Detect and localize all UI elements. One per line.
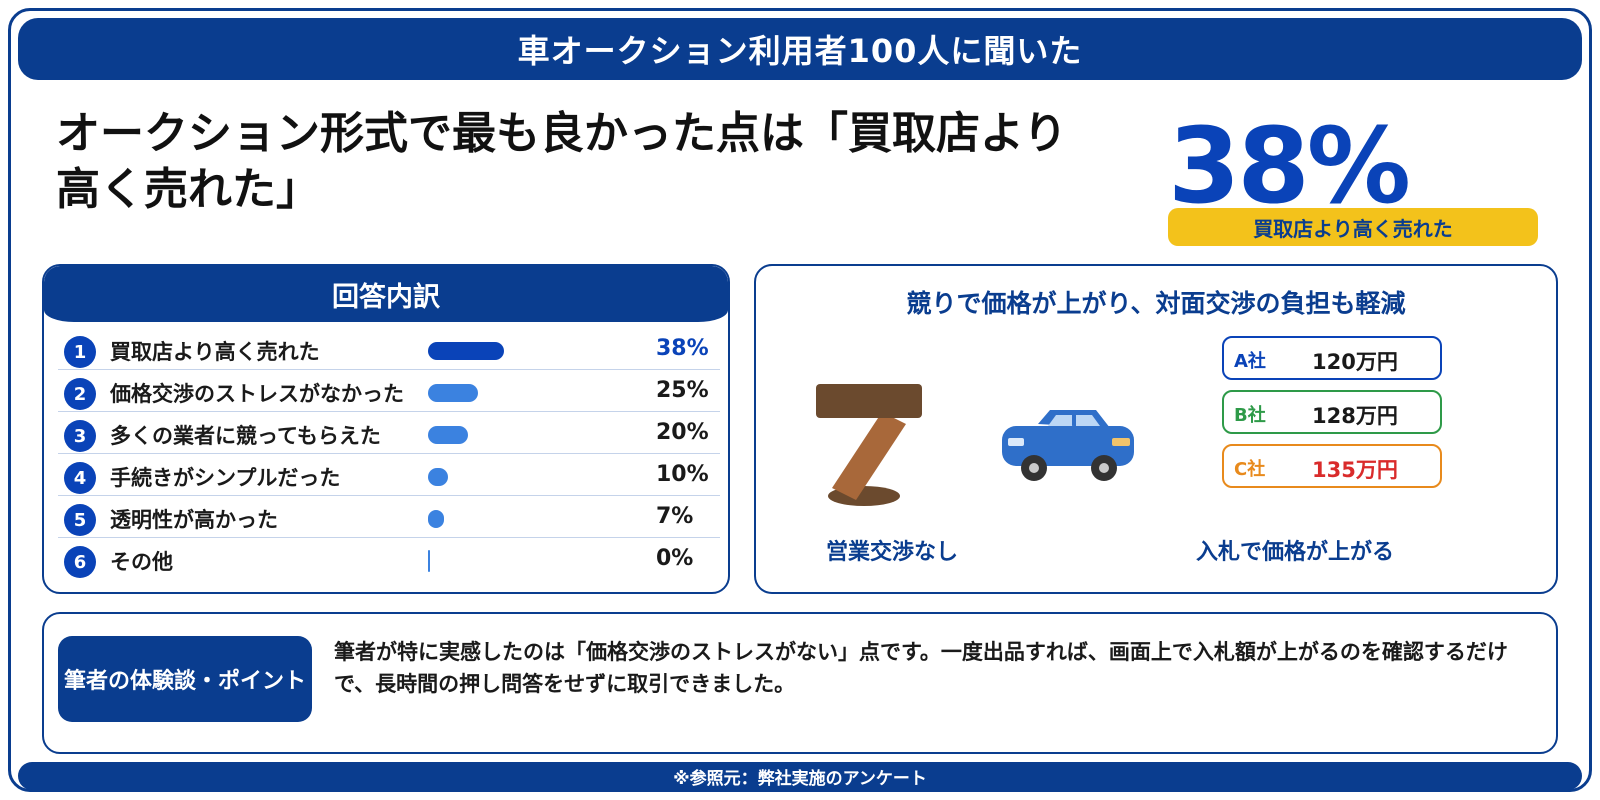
table-row: 5 透明性が高かった 7% — [58, 496, 720, 538]
bid-company: B社 — [1234, 405, 1266, 426]
experience-badge-label: 筆者の体験談・ポイント — [63, 669, 306, 694]
car-icon — [1002, 410, 1134, 481]
highlight-caption: 買取店より高く売れた — [1253, 216, 1453, 241]
highlight-caption-pill: 買取店より高く売れた — [1168, 208, 1538, 246]
bar — [428, 550, 430, 572]
bar — [428, 342, 504, 360]
breakdown-panel: 回答内訳 1 買取店より高く売れた 38% 2 価格交渉のストレスがなかった 25% 3 多く… — [42, 264, 730, 594]
experience-text: 筆者が特に実感したのは「価格交渉のストレスがない」点です。一度出品すれば、画面上… — [334, 640, 1508, 696]
highlight-percent: 38% — [1168, 105, 1411, 227]
value-label: 7% — [656, 504, 694, 529]
value-label: 10% — [656, 462, 709, 487]
bid-company: C社 — [1234, 459, 1266, 480]
category-label: 透明性が高かった — [110, 508, 278, 532]
category-label: その他 — [110, 550, 173, 574]
bid-company: A社 — [1234, 351, 1266, 372]
bar — [428, 384, 478, 402]
breakdown-rows: 1 買取店より高く売れた 38% 2 価格交渉のストレスがなかった 25% 3 多くの業者に競… — [58, 328, 720, 580]
bid-card-c: C社 135万円 — [1222, 444, 1442, 488]
category-label: 価格交渉のストレスがなかった — [110, 382, 404, 406]
headline: オークション形式で最も良かった点は「買取店より 高く売れた」 — [56, 106, 1116, 218]
category-label: 買取店より高く売れた — [110, 340, 320, 364]
breakdown-header: 回答内訳 — [44, 266, 728, 322]
table-row: 3 多くの業者に競ってもらえた 20% — [58, 412, 720, 454]
experience-panel: 筆者の体験談・ポイント 筆者が特に実感したのは「価格交渉のストレスがない」点です… — [42, 612, 1558, 754]
bid-amount: 120万円 — [1312, 350, 1398, 374]
rank-badge: 5 — [64, 504, 96, 536]
bar — [428, 426, 468, 444]
auction-title: 競りで価格が上がり、対面交渉の負担も軽減 — [906, 289, 1406, 318]
table-row: 2 価格交渉のストレスがなかった 25% — [58, 370, 720, 412]
headline-line2: 高く売れた」 — [56, 164, 320, 215]
rank-badge: 3 — [64, 420, 96, 452]
bid-amount: 135万円 — [1312, 458, 1398, 482]
table-row: 4 手続きがシンプルだった 10% — [58, 454, 720, 496]
breakdown-title: 回答内訳 — [332, 281, 440, 313]
bid-amount: 128万円 — [1312, 404, 1398, 428]
banner-title: 車オークション利用者100人に聞いた — [517, 32, 1083, 70]
no-negotiation-caption: 営業交渉なし — [826, 540, 959, 565]
category-label: 多くの業者に競ってもらえた — [110, 424, 381, 448]
top-banner: 車オークション利用者100人に聞いた — [18, 18, 1582, 80]
value-label: 38% — [656, 336, 709, 361]
bar — [428, 510, 444, 528]
value-label: 20% — [656, 420, 709, 445]
value-label: 0% — [656, 546, 694, 571]
bar — [428, 468, 448, 486]
bid-card-a: A社 120万円 — [1222, 336, 1442, 380]
source-note: ※参照元：弊社実施のアンケート — [673, 768, 927, 789]
gavel-icon — [816, 384, 922, 506]
footer-source: ※参照元：弊社実施のアンケート — [18, 762, 1582, 790]
table-row: 6 その他 0% — [58, 538, 720, 580]
rank-badge: 4 — [64, 462, 96, 494]
rank-badge: 1 — [64, 336, 96, 368]
experience-badge: 筆者の体験談・ポイント — [58, 636, 312, 722]
table-row: 1 買取店より高く売れた 38% — [58, 328, 720, 370]
rank-badge: 6 — [64, 546, 96, 578]
outer-frame — [8, 8, 1592, 792]
bid-card-b: B社 128万円 — [1222, 390, 1442, 434]
bid-rise-caption: 入札で価格が上がる — [1196, 540, 1395, 565]
value-label: 25% — [656, 378, 709, 403]
headline-line1: オークション形式で最も良かった点は「買取店より — [56, 108, 1068, 159]
auction-panel: 競りで価格が上がり、対面交渉の負担も軽減 A社 120万円 B社 128万円 C… — [754, 264, 1558, 594]
rank-badge: 2 — [64, 378, 96, 410]
category-label: 手続きがシンプルだった — [110, 466, 341, 490]
